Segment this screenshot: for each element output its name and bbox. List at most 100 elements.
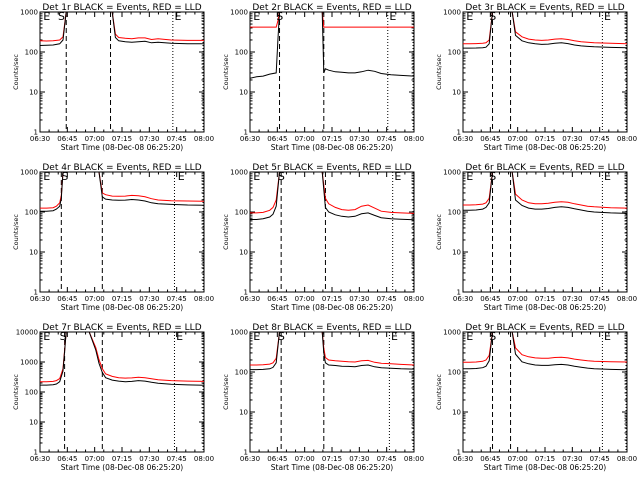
- x-tick-label: 07:00: [295, 455, 315, 463]
- marker-s: S: [61, 170, 68, 183]
- x-tick-label: 06:45: [57, 295, 77, 303]
- detector-panel-1: Det 1r BLACK = Events, RED = LLD 1 10 100 10…: [12, 3, 214, 152]
- y-axis-label: Counts/sec: [222, 54, 230, 90]
- y-tick-label: 1: [34, 449, 38, 457]
- panel-title: Det 2r BLACK = Events, RED = LLD: [252, 3, 411, 13]
- panel-title: Det 9r BLACK = Events, RED = LLD: [465, 323, 624, 333]
- x-tick-label: 07:00: [295, 295, 315, 303]
- y-tick-label: 1000: [443, 169, 461, 177]
- x-tick-label: 07:15: [112, 295, 132, 303]
- y-tick-label: 100: [25, 49, 38, 57]
- y-tick-label: 1: [244, 289, 248, 297]
- x-tick-label: 06:45: [267, 135, 287, 143]
- x-tick-label: 07:45: [377, 295, 397, 303]
- x-tick-label: 06:45: [480, 455, 500, 463]
- x-tick-label: 08:00: [194, 455, 214, 463]
- series-line-events: [250, 172, 414, 221]
- x-tick-label: 07:45: [590, 455, 610, 463]
- panel-title: Det 3r BLACK = Events, RED = LLD: [465, 3, 624, 13]
- x-tick-label: 06:45: [480, 135, 500, 143]
- y-tick-label: 1000: [443, 329, 461, 337]
- x-tick-label: 07:45: [167, 455, 187, 463]
- x-tick-label: 07:15: [535, 295, 555, 303]
- x-tick-label: 07:30: [349, 295, 369, 303]
- x-tick-label: 07:30: [562, 135, 582, 143]
- x-tick-label: 07:00: [85, 295, 105, 303]
- x-tick-label: 06:45: [267, 295, 287, 303]
- series-group: [40, 172, 204, 212]
- x-tick-label: 08:00: [617, 135, 637, 143]
- detector-panel-2: Det 2r BLACK = Events, RED = LLD 1 10 100 10…: [222, 3, 424, 152]
- y-tick-label: 10: [29, 419, 38, 427]
- y-tick-label: 100: [235, 49, 248, 57]
- x-tick-label: 06:30: [240, 455, 260, 463]
- x-tick-label: 07:30: [562, 295, 582, 303]
- x-tick-label: 08:00: [404, 135, 424, 143]
- y-tick-label: 10000: [16, 329, 38, 337]
- series-group: [250, 12, 414, 79]
- x-tick-label: 06:30: [30, 455, 50, 463]
- x-tick-label: 06:30: [453, 295, 473, 303]
- series-line-lld: [463, 332, 627, 363]
- series-line-lld: [250, 172, 414, 214]
- x-tick-label: 07:15: [322, 135, 342, 143]
- y-axis-label: Counts/sec: [222, 374, 230, 410]
- x-tick-label: 06:30: [453, 135, 473, 143]
- y-axis-label: Counts/sec: [435, 214, 443, 250]
- marker-e-left: E: [43, 10, 50, 23]
- y-tick-label: 1000: [230, 169, 248, 177]
- y-tick-label: 10: [452, 409, 461, 417]
- x-tick-label: 08:00: [617, 295, 637, 303]
- detector-panel-3: Det 3r BLACK = Events, RED = LLD 1 10 100 10…: [435, 3, 637, 152]
- x-tick-label: 07:15: [322, 455, 342, 463]
- marker-e-left: E: [466, 170, 473, 183]
- x-tick-label: 08:00: [617, 455, 637, 463]
- x-tick-label: 07:45: [590, 295, 610, 303]
- x-tick-label: 07:30: [349, 455, 369, 463]
- y-axis-label: Counts/sec: [435, 54, 443, 90]
- x-tick-label: 08:00: [194, 295, 214, 303]
- y-tick-label: 100: [235, 209, 248, 217]
- marker-s: S: [58, 10, 65, 23]
- series-group: [463, 12, 627, 49]
- x-tick-label: 07:00: [295, 135, 315, 143]
- detector-panel-8: Det 8r BLACK = Events, RED = LLD 1 10 100 10…: [222, 323, 424, 472]
- series-group: [40, 12, 204, 46]
- marker-e-right: E: [604, 10, 611, 23]
- x-tick-label: 07:15: [322, 295, 342, 303]
- detector-panel-7: Det 7r BLACK = Events, RED = LLD 1 10 100 10…: [12, 323, 214, 472]
- x-axis-label: Start Time (08-Dec-08 06:25:20): [271, 303, 393, 312]
- y-tick-label: 10: [239, 249, 248, 257]
- x-tick-label: 08:00: [404, 295, 424, 303]
- series-line-events: [463, 12, 627, 49]
- x-tick-label: 06:45: [57, 135, 77, 143]
- series-group: [250, 172, 414, 221]
- series-line-lld: [463, 172, 627, 209]
- x-tick-label: 07:45: [167, 295, 187, 303]
- series-line-lld: [250, 332, 414, 366]
- x-tick-label: 07:45: [377, 455, 397, 463]
- series-line-events: [40, 12, 204, 46]
- detector-panel-5: Det 5r BLACK = Events, RED = LLD 1 10 100 10…: [222, 163, 424, 312]
- x-tick-label: 07:30: [139, 135, 159, 143]
- series-line-lld: [40, 332, 204, 383]
- series-group: [463, 172, 627, 214]
- x-tick-label: 07:45: [167, 135, 187, 143]
- marker-e-right: E: [178, 170, 185, 183]
- y-tick-label: 1: [457, 289, 461, 297]
- marker-e-left: E: [253, 10, 260, 23]
- marker-e-right: E: [389, 10, 396, 23]
- marker-e-right: E: [174, 10, 181, 23]
- x-tick-label: 07:00: [85, 135, 105, 143]
- x-axis-label: Start Time (08-Dec-08 06:25:20): [61, 143, 183, 152]
- x-tick-label: 07:15: [112, 135, 132, 143]
- x-tick-label: 06:30: [240, 295, 260, 303]
- marker-e-left: E: [253, 170, 260, 183]
- panel-title: Det 4r BLACK = Events, RED = LLD: [42, 163, 201, 173]
- series-line-events: [250, 332, 414, 371]
- series-line-events: [463, 332, 627, 371]
- x-axis-label: Start Time (08-Dec-08 06:25:20): [484, 303, 606, 312]
- x-tick-label: 07:30: [349, 135, 369, 143]
- x-tick-label: 08:00: [404, 455, 424, 463]
- y-tick-label: 1: [244, 449, 248, 457]
